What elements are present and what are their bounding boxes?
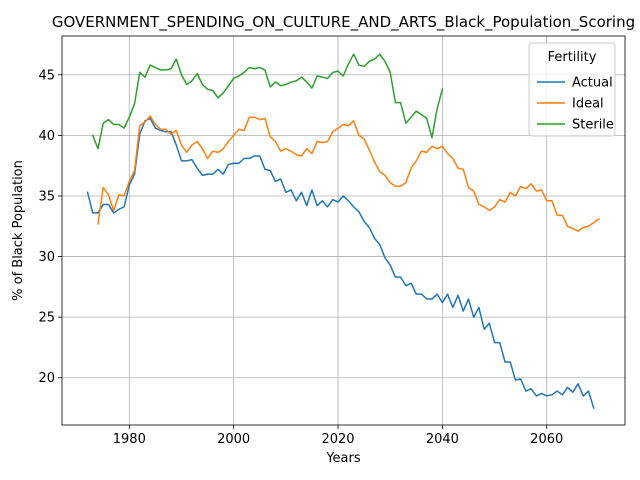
- legend-title: Fertility: [548, 50, 597, 65]
- y-tick-label: 40: [38, 129, 55, 144]
- y-axis-label: % of Black Population: [11, 160, 26, 301]
- x-tick-label: 1980: [113, 432, 146, 447]
- x-tick-label: 2000: [217, 432, 250, 447]
- plot-area-frame: [61, 35, 626, 426]
- series-lines: [86, 53, 600, 409]
- legend: Fertility Actual Ideal Sterile: [528, 42, 616, 137]
- x-axis-label: Years: [325, 451, 361, 466]
- legend-label-actual: Actual: [572, 76, 613, 91]
- x-tick-label: 2020: [321, 432, 354, 447]
- y-tick-label: 45: [38, 68, 55, 83]
- y-tick-label: 25: [38, 311, 55, 326]
- y-tick-label: 30: [38, 250, 55, 265]
- legend-label-sterile: Sterile: [572, 118, 614, 133]
- chart-title: GOVERNMENT_SPENDING_ON_CULTURE_AND_ARTS_…: [52, 13, 635, 32]
- y-axis-ticks: 20 25 30 35 40 45: [38, 68, 62, 386]
- x-axis-ticks: 1980 2000 2020 2040 2060: [113, 425, 563, 447]
- legend-box: [528, 42, 616, 137]
- series-line-ideal: [97, 115, 600, 232]
- y-tick-label: 35: [38, 189, 55, 204]
- x-tick-label: 2060: [530, 432, 563, 447]
- series-line-sterile: [91, 53, 444, 150]
- x-tick-label: 2040: [426, 432, 459, 447]
- legend-label-ideal: Ideal: [572, 97, 604, 112]
- y-tick-label: 20: [38, 371, 55, 386]
